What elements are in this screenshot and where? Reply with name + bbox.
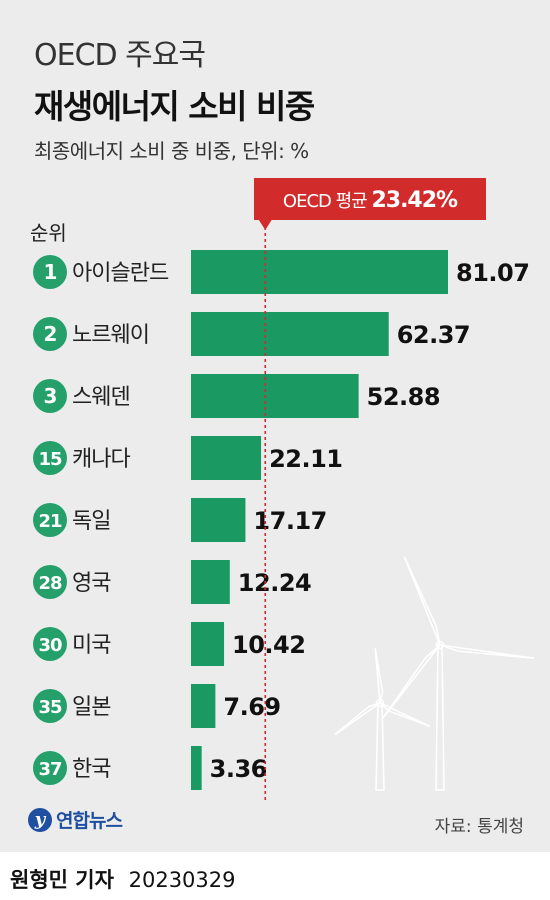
turbine-blade xyxy=(380,644,441,721)
country-label: 영국 xyxy=(72,571,111,596)
rank-number: 15 xyxy=(38,449,62,470)
value-label: 62.37 xyxy=(397,321,470,349)
yonhap-logo-text: 연합뉴스 xyxy=(56,810,123,832)
country-label: 노르웨이 xyxy=(72,323,149,348)
credit-line: 원형민 기자 20230329 xyxy=(10,864,236,894)
average-callout-box xyxy=(254,178,486,220)
rank-badge xyxy=(33,441,67,475)
bar-7 xyxy=(191,684,216,728)
rank-number: 1 xyxy=(44,260,57,284)
turbine-hub xyxy=(375,698,385,708)
source-note: 자료: 통계청 xyxy=(434,817,524,837)
country-label: 스웨덴 xyxy=(72,385,130,410)
bar-chart: 1 아이슬란드 81.07 2 노르웨이 62.37 3 스웨덴 52.88 15 캐나다 22.11… xyxy=(33,178,535,800)
rank-number: 37 xyxy=(38,759,62,780)
yonhap-logo: y 연합뉴스 xyxy=(28,806,123,833)
bar-0 xyxy=(191,250,448,294)
value-label: 81.07 xyxy=(456,259,529,287)
rank-badge xyxy=(33,255,67,289)
bar-6 xyxy=(191,622,225,666)
country-label: 캐나다 xyxy=(72,447,130,472)
bar-8 xyxy=(191,746,202,790)
rank-number: 30 xyxy=(38,635,62,656)
bar-2 xyxy=(191,374,359,418)
rank-number: 28 xyxy=(38,573,62,594)
bar-4 xyxy=(191,498,246,542)
rank-number: 21 xyxy=(38,511,62,532)
rank-number: 3 xyxy=(44,384,57,408)
rank-badge xyxy=(33,503,67,537)
infographic-card: OECD 주요국 재생에너지 소비 비중 최종에너지 소비 중 비중, 단위: … xyxy=(0,0,550,852)
value-label: 52.88 xyxy=(367,383,440,411)
rank-number: 35 xyxy=(38,697,62,718)
turbine-blade xyxy=(334,702,381,736)
country-label: 미국 xyxy=(72,633,111,658)
value-label: 7.69 xyxy=(223,693,280,721)
rank-badge xyxy=(33,565,67,599)
country-label: 일본 xyxy=(72,695,111,720)
yonhap-logo-mark: y xyxy=(28,807,52,832)
value-label: 10.42 xyxy=(232,631,305,659)
wind-turbine-icon-small xyxy=(334,648,431,791)
rank-badge xyxy=(33,627,67,661)
turbine-tower xyxy=(375,702,385,791)
bar-1 xyxy=(191,312,389,356)
bar-5 xyxy=(191,560,230,604)
title-line-1: OECD 주요국 xyxy=(34,38,206,73)
wind-turbine-icon-large xyxy=(380,556,535,791)
bar-3 xyxy=(191,436,262,480)
rank-header: 순위 xyxy=(30,221,67,245)
rank-badge xyxy=(33,379,67,413)
average-callout-pointer xyxy=(258,219,273,230)
rank-badge xyxy=(33,317,67,351)
average-label: OECD 평균 23.42% xyxy=(283,188,458,213)
value-label: 12.24 xyxy=(238,569,311,597)
turbine-tower xyxy=(435,644,445,791)
turbine-blade xyxy=(439,644,535,660)
rank-number: 2 xyxy=(44,322,57,346)
rank-badge xyxy=(33,751,67,785)
country-label: 한국 xyxy=(72,757,111,782)
value-label: 22.11 xyxy=(269,445,342,473)
page-title: 재생에너지 소비 비중 xyxy=(34,87,315,126)
average-label-prefix: OECD 평균 xyxy=(283,191,372,212)
rank-badge xyxy=(33,689,67,723)
turbine-hub xyxy=(435,640,445,650)
value-label: 3.36 xyxy=(210,755,267,783)
country-label: 아이슬란드 xyxy=(72,261,169,286)
turbine-blade xyxy=(403,556,441,646)
reporter-name: 원형민 기자 xyxy=(10,868,114,892)
country-label: 독일 xyxy=(72,509,110,534)
average-label-value: 23.42% xyxy=(371,188,458,213)
average-callout: OECD 평균 23.42% xyxy=(254,178,486,230)
turbine-blade xyxy=(374,648,384,704)
publish-date: 20230329 xyxy=(128,868,236,892)
turbine-blade xyxy=(379,702,431,727)
subtitle: 최종에너지 소비 중 비중, 단위: % xyxy=(34,139,309,163)
